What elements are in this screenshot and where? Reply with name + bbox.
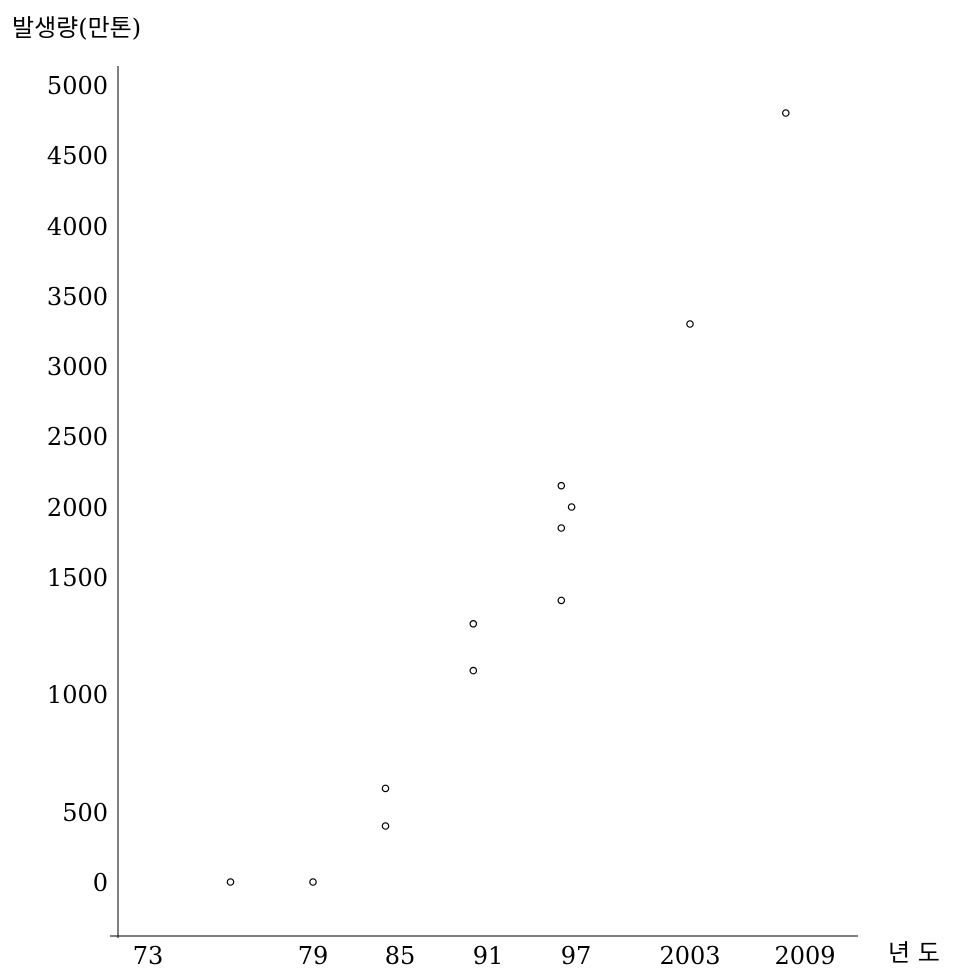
chart-axes	[110, 66, 858, 938]
x-tick-label: 73	[133, 942, 164, 970]
y-tick-label: 4500	[47, 142, 108, 170]
y-tick-label: 2500	[47, 423, 108, 451]
y-tick-label: 3500	[47, 283, 108, 311]
x-tick-label: 97	[561, 942, 592, 970]
data-point	[226, 878, 235, 886]
x-tick-label: 85	[385, 942, 416, 970]
x-axis-ticks: 73 79 85 91 97 2003 2009	[133, 942, 836, 970]
y-tick-label: 1500	[47, 564, 108, 592]
y-tick-label: 0	[93, 869, 108, 897]
data-point	[469, 666, 478, 675]
x-tick-label: 79	[298, 942, 329, 970]
data-point	[557, 524, 566, 532]
y-tick-label: 2000	[47, 494, 108, 522]
data-point	[781, 109, 790, 117]
x-tick-label: 2009	[774, 942, 835, 970]
data-points	[226, 109, 790, 886]
data-point	[309, 878, 317, 886]
data-point	[567, 503, 576, 511]
x-axis-title: 년 도	[888, 939, 940, 967]
y-tick-label: 500	[62, 799, 108, 827]
data-point	[686, 320, 694, 328]
data-point	[381, 784, 390, 793]
y-tick-label: 3000	[47, 353, 108, 381]
y-axis-title: 발생량(만톤)	[12, 14, 141, 42]
x-tick-label: 2003	[659, 942, 720, 970]
data-point	[557, 481, 566, 490]
y-tick-label: 4000	[47, 213, 108, 241]
data-point	[381, 822, 390, 830]
y-tick-label: 5000	[47, 72, 108, 100]
y-axis-ticks: 0 500 1000 1500 2000 2500 3000 3500 4000 4500 5000	[47, 72, 108, 897]
x-tick-label: 91	[473, 942, 504, 970]
y-tick-label: 1000	[47, 681, 108, 709]
data-point	[557, 596, 566, 605]
data-point	[469, 619, 478, 628]
